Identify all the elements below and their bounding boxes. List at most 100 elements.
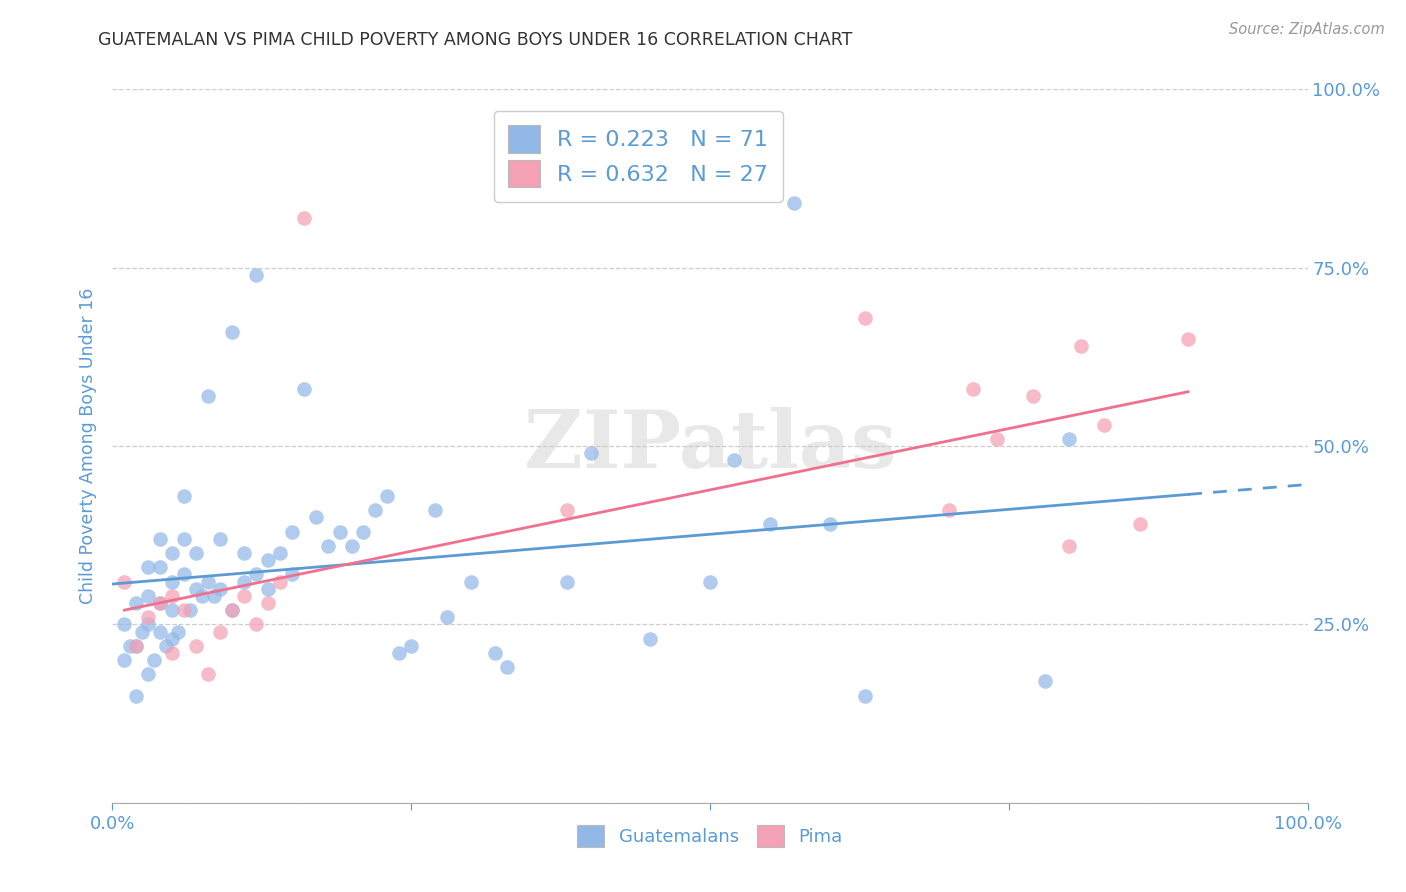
Y-axis label: Child Poverty Among Boys Under 16: Child Poverty Among Boys Under 16 bbox=[79, 288, 97, 604]
Point bbox=[555, 574, 578, 589]
Point bbox=[114, 617, 135, 632]
Text: Source: ZipAtlas.com: Source: ZipAtlas.com bbox=[1229, 22, 1385, 37]
Legend: Guatemalans, Pima: Guatemalans, Pima bbox=[569, 818, 851, 855]
Point bbox=[162, 574, 183, 589]
Point bbox=[149, 532, 172, 546]
Point bbox=[723, 453, 745, 467]
Point bbox=[257, 582, 280, 596]
Point bbox=[269, 574, 291, 589]
Point bbox=[143, 653, 166, 667]
Point bbox=[257, 553, 280, 567]
Point bbox=[938, 503, 960, 517]
Point bbox=[186, 546, 208, 560]
Point bbox=[460, 574, 482, 589]
Point bbox=[1129, 517, 1152, 532]
Point bbox=[131, 624, 153, 639]
Point bbox=[125, 639, 148, 653]
Text: ZIPatlas: ZIPatlas bbox=[524, 407, 896, 485]
Point bbox=[305, 510, 328, 524]
Point bbox=[496, 660, 519, 674]
Point bbox=[149, 596, 172, 610]
Point bbox=[986, 432, 1008, 446]
Point bbox=[425, 503, 447, 517]
Point bbox=[138, 617, 160, 632]
Point bbox=[162, 632, 183, 646]
Point bbox=[209, 624, 232, 639]
Point bbox=[186, 639, 208, 653]
Point bbox=[125, 689, 148, 703]
Point bbox=[197, 667, 219, 681]
Point bbox=[155, 639, 177, 653]
Point bbox=[197, 574, 219, 589]
Point bbox=[162, 589, 183, 603]
Point bbox=[782, 196, 804, 211]
Point bbox=[114, 574, 135, 589]
Point bbox=[202, 589, 225, 603]
Point bbox=[1070, 339, 1092, 353]
Point bbox=[329, 524, 352, 539]
Point bbox=[1177, 332, 1199, 346]
Point bbox=[167, 624, 190, 639]
Point bbox=[138, 667, 160, 681]
Point bbox=[173, 489, 195, 503]
Point bbox=[245, 567, 267, 582]
Point bbox=[1057, 432, 1080, 446]
Point bbox=[269, 546, 291, 560]
Point bbox=[1057, 539, 1080, 553]
Point bbox=[245, 268, 267, 282]
Point bbox=[233, 574, 256, 589]
Point bbox=[209, 532, 232, 546]
Point bbox=[114, 653, 135, 667]
Point bbox=[233, 589, 256, 603]
Point bbox=[759, 517, 782, 532]
Point bbox=[364, 503, 387, 517]
Point bbox=[209, 582, 232, 596]
Point bbox=[221, 603, 243, 617]
Point bbox=[1022, 389, 1045, 403]
Point bbox=[352, 524, 374, 539]
Point bbox=[138, 589, 160, 603]
Point bbox=[179, 603, 201, 617]
Point bbox=[138, 610, 160, 624]
Text: GUATEMALAN VS PIMA CHILD POVERTY AMONG BOYS UNDER 16 CORRELATION CHART: GUATEMALAN VS PIMA CHILD POVERTY AMONG B… bbox=[98, 31, 853, 49]
Point bbox=[1094, 417, 1116, 432]
Point bbox=[855, 310, 877, 325]
Point bbox=[245, 617, 267, 632]
Point bbox=[162, 546, 183, 560]
Point bbox=[191, 589, 214, 603]
Point bbox=[162, 603, 183, 617]
Point bbox=[281, 524, 304, 539]
Point bbox=[377, 489, 399, 503]
Point bbox=[340, 539, 363, 553]
Point bbox=[484, 646, 506, 660]
Point bbox=[292, 211, 315, 225]
Point bbox=[388, 646, 411, 660]
Point bbox=[281, 567, 304, 582]
Point bbox=[579, 446, 602, 460]
Point bbox=[221, 325, 243, 339]
Point bbox=[555, 503, 578, 517]
Point bbox=[149, 560, 172, 574]
Point bbox=[125, 639, 148, 653]
Point bbox=[257, 596, 280, 610]
Point bbox=[1033, 674, 1056, 689]
Point bbox=[699, 574, 721, 589]
Point bbox=[149, 624, 172, 639]
Point bbox=[162, 646, 183, 660]
Point bbox=[138, 560, 160, 574]
Point bbox=[962, 382, 984, 396]
Point bbox=[292, 382, 315, 396]
Point bbox=[125, 596, 148, 610]
Point bbox=[818, 517, 841, 532]
Point bbox=[186, 582, 208, 596]
Point bbox=[173, 603, 195, 617]
Point bbox=[221, 603, 243, 617]
Point bbox=[401, 639, 423, 653]
Point bbox=[173, 532, 195, 546]
Point bbox=[316, 539, 339, 553]
Point bbox=[197, 389, 219, 403]
Point bbox=[233, 546, 256, 560]
Point bbox=[640, 632, 662, 646]
Point bbox=[855, 689, 877, 703]
Point bbox=[149, 596, 172, 610]
